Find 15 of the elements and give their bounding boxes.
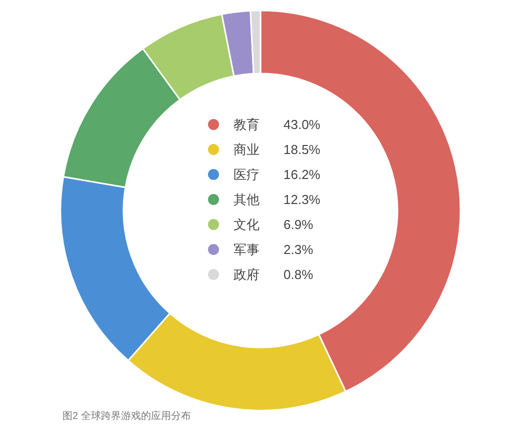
- data-label: 43.0%: [284, 117, 321, 132]
- legend-label: 医疗: [234, 167, 260, 182]
- data-label: 18.5%: [284, 142, 321, 157]
- legend-label: 文化: [234, 217, 260, 232]
- data-label: 12.3%: [284, 192, 321, 207]
- caption: 图2 全球跨界游戏的应用分布: [62, 410, 191, 422]
- legend-label: 商业: [234, 142, 260, 157]
- legend-label: 军事: [234, 242, 260, 257]
- data-label: 0.8%: [284, 267, 314, 282]
- data-label: 6.9%: [284, 217, 314, 232]
- legend-label: 政府: [234, 267, 260, 282]
- data-label: 2.3%: [284, 242, 314, 257]
- legend-label: 其他: [234, 192, 260, 207]
- legend-label: 教育: [234, 117, 260, 132]
- data-label: 16.2%: [284, 167, 321, 182]
